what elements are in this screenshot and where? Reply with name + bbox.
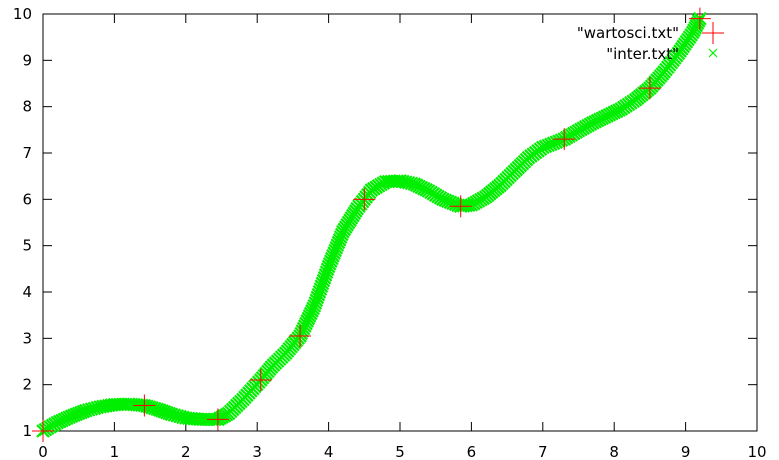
wartosci-point xyxy=(353,188,376,211)
wartosci-point xyxy=(449,195,472,218)
series-wartosci xyxy=(32,7,711,442)
series-layer xyxy=(32,7,711,442)
y-tick-label: 7 xyxy=(22,144,32,162)
x-tick-label: 8 xyxy=(609,443,619,460)
inter-point xyxy=(459,198,473,213)
y-tick-label: 9 xyxy=(22,51,32,69)
wartosci-point xyxy=(638,77,661,100)
wartosci-point xyxy=(133,394,156,417)
legend-label-inter: "inter.txt" xyxy=(606,45,679,63)
y-tick-label: 8 xyxy=(22,98,32,116)
x-tick-label: 9 xyxy=(681,443,691,460)
y-tick-label: 3 xyxy=(22,329,32,347)
x-tick-label: 2 xyxy=(181,443,191,460)
legend-marker-wartosci xyxy=(702,22,724,44)
y-tick-label: 2 xyxy=(22,376,32,394)
legend-label-wartosci: "wartosci.txt" xyxy=(577,24,679,42)
wartosci-point xyxy=(32,420,54,442)
y-tick-label: 10 xyxy=(13,5,32,23)
wartosci-point xyxy=(249,369,272,392)
wartosci-point xyxy=(289,325,312,348)
series-inter xyxy=(36,11,707,438)
x-tick-label: 0 xyxy=(38,443,48,460)
x-tick-label: 5 xyxy=(395,443,405,460)
legend-marker-inter xyxy=(708,48,718,58)
y-tick-label: 1 xyxy=(22,422,32,440)
y-tick-label: 5 xyxy=(22,237,32,255)
x-tick-label: 4 xyxy=(324,443,334,460)
wartosci-point xyxy=(206,408,229,431)
wartosci-point xyxy=(688,7,711,30)
legend: "wartosci.txt" "inter.txt" xyxy=(577,22,724,63)
x-tick-label: 6 xyxy=(467,443,477,460)
x-tick-label: 3 xyxy=(252,443,262,460)
y-tick-label: 4 xyxy=(22,283,32,301)
x-tick-label: 7 xyxy=(538,443,548,460)
y-tick-label: 6 xyxy=(22,190,32,208)
wartosci-point xyxy=(553,128,576,151)
x-tick-label: 1 xyxy=(110,443,120,460)
x-tick-label: 10 xyxy=(747,443,766,460)
